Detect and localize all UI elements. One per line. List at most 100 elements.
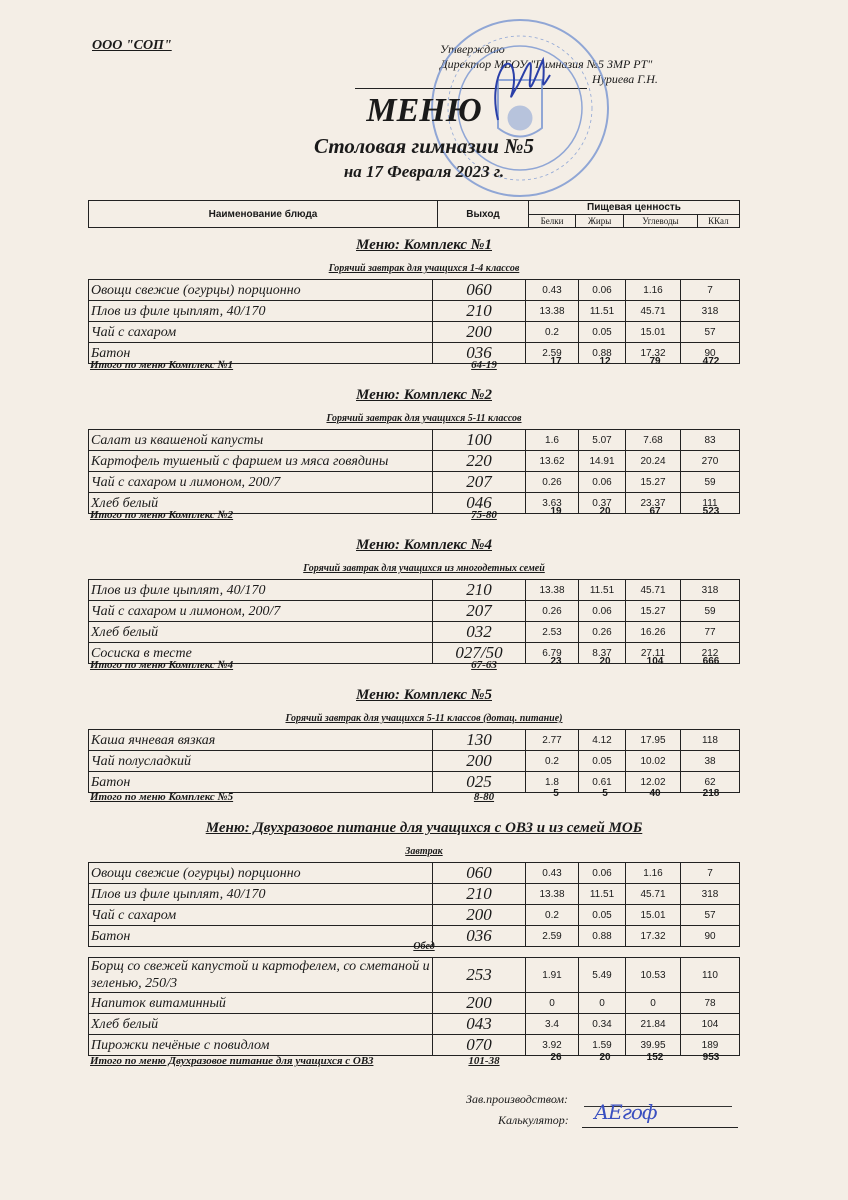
protein-value: 13.38 <box>525 300 579 322</box>
kcal-value: 90 <box>680 925 740 947</box>
kcal-value: 78 <box>680 992 740 1015</box>
total-label: Итого по меню Комплекс №4 <box>90 659 234 672</box>
signature-line <box>355 88 587 89</box>
dish-name: Овощи свежие (огурцы) порционно <box>88 862 433 884</box>
fat-value: 0.05 <box>578 321 626 343</box>
dish-output: 210 <box>432 300 526 322</box>
protein-value: 0.2 <box>525 750 579 772</box>
dish-output: 220 <box>432 450 526 472</box>
kcal-value: 59 <box>680 471 740 493</box>
protein-value: 2.53 <box>525 621 579 643</box>
group-subtitle: Горячий завтрак для учащихся 5-11 классо… <box>326 413 522 424</box>
kcal-value: 118 <box>680 729 740 751</box>
dish-name: Овощи свежие (огурцы) порционно <box>88 279 433 301</box>
table-row: Чай полусладкий 200 0.2 0.05 10.02 38 <box>88 750 740 772</box>
kcal-value: 59 <box>680 600 740 622</box>
table-row: Плов из филе цыплят, 40/170 210 13.38 11.51… <box>88 883 740 905</box>
carbs-value: 45.71 <box>625 883 681 905</box>
section-title: Меню: Комплекс №4 <box>356 537 492 553</box>
dish-output: 036 <box>432 342 526 364</box>
calculator-label: Калькулятор: <box>498 1113 569 1127</box>
dish-output: 060 <box>432 279 526 301</box>
table-row: Овощи свежие (огурцы) порционно 060 0.43 0.… <box>88 279 740 301</box>
table-row: Борщ со свежей капустой и картофелем, со… <box>88 957 740 994</box>
protein-value: 3.92 <box>525 1034 579 1057</box>
dish-output: 060 <box>432 862 526 884</box>
protein-value: 0.2 <box>525 321 579 343</box>
page-title: МЕНЮ <box>366 92 482 129</box>
carbs-value: 15.01 <box>625 321 681 343</box>
kcal-value: 62 <box>680 771 740 793</box>
total-protein: 19 <box>550 506 562 518</box>
column-kcal: ККал <box>696 214 741 228</box>
fat-value: 0.05 <box>578 904 626 926</box>
director-signature <box>494 56 551 121</box>
total-protein: 26 <box>550 1052 562 1064</box>
total-carbs: 79 <box>649 356 661 368</box>
kcal-value: 111 <box>680 492 740 514</box>
protein-value: 1.91 <box>525 957 579 994</box>
kcal-value: 83 <box>680 429 740 451</box>
protein-value: 0 <box>525 992 579 1015</box>
fat-value: 0.06 <box>578 862 626 884</box>
dish-name: Сосиска в тесте <box>88 642 433 664</box>
kcal-value: 270 <box>680 450 740 472</box>
dish-output: 207 <box>432 600 526 622</box>
group-subtitle: Горячий завтрак для учащихся 1-4 классов <box>328 263 520 274</box>
kcal-value: 7 <box>680 862 740 884</box>
group-subtitle: Обед <box>413 941 435 953</box>
dish-name: Чай с сахаром <box>88 321 433 343</box>
total-protein: 5 <box>553 787 559 799</box>
menu-table: Борщ со свежей капустой и картофелем, со… <box>88 957 740 1057</box>
table-row: Батон 036 2.59 0.88 17.32 90 <box>88 342 740 364</box>
table-row: Хлеб белый 046 3.63 0.37 23.37 111 <box>88 492 740 514</box>
protein-value: 0.2 <box>525 904 579 926</box>
table-row: Сосиска в тесте 027/50 6.79 8.37 27.11 212 <box>88 642 740 664</box>
dish-name: Плов из филе цыплят, 40/170 <box>88 883 433 905</box>
carbs-value: 1.16 <box>625 862 681 884</box>
total-output: 75-80 <box>471 509 497 522</box>
table-row: Батон 036 2.59 0.88 17.32 90 <box>88 925 740 947</box>
menu-date: на 17 Февраля 2023 г. <box>343 162 505 181</box>
total-fat: 20 <box>599 1052 611 1064</box>
carbs-value: 1.16 <box>625 279 681 301</box>
total-output: 101-38 <box>468 1055 500 1068</box>
table-row: Чай с сахаром 200 0.2 0.05 15.01 57 <box>88 904 740 926</box>
protein-value: 0.43 <box>525 279 579 301</box>
total-protein: 17 <box>550 356 562 368</box>
total-carbs: 104 <box>646 656 664 668</box>
dish-name: Напиток витаминный <box>88 992 433 1015</box>
dish-name: Плов из филе цыплят, 40/170 <box>88 579 433 601</box>
column-name: Наименование блюда <box>88 200 438 228</box>
kcal-value: 318 <box>680 300 740 322</box>
group-subtitle: Горячий завтрак для учащихся 5-11 классо… <box>285 713 563 724</box>
carbs-value: 15.27 <box>625 471 681 493</box>
dish-name: Чай полусладкий <box>88 750 433 772</box>
organization-name: ООО "СОП" <box>92 38 172 53</box>
column-carbs: Углеводы <box>623 214 698 228</box>
production-signature-line <box>584 1106 732 1107</box>
table-row: Батон 025 1.8 0.61 12.02 62 <box>88 771 740 793</box>
total-kcal: 218 <box>702 787 720 799</box>
column-output: Выход <box>437 200 529 228</box>
total-fat: 20 <box>599 506 611 518</box>
protein-value: 3.4 <box>525 1013 579 1036</box>
total-label: Итого по меню Комплекс №2 <box>90 509 234 522</box>
menu-total: Итого по меню Комплекс №1 64-19 17 12 79 472 <box>88 356 740 373</box>
protein-value: 0.43 <box>525 862 579 884</box>
dish-name: Батон <box>88 342 433 364</box>
fat-value: 11.51 <box>578 300 626 322</box>
total-carbs: 40 <box>649 787 661 799</box>
total-output: 64-19 <box>471 359 497 372</box>
table-row: Чай с сахаром и лимоном, 200/7 207 0.26 0.0… <box>88 600 740 622</box>
protein-value: 1.8 <box>525 771 579 793</box>
menu-total: Итого по меню Комплекс №2 75-80 19 20 67 523 <box>88 506 740 523</box>
table-row: Напиток витаминный 200 0 0 0 78 <box>88 992 740 1015</box>
total-fat: 5 <box>602 787 608 799</box>
dish-output: 043 <box>432 1013 526 1036</box>
table-row: Овощи свежие (огурцы) порционно 060 0.43 0.… <box>88 862 740 884</box>
carbs-value: 45.71 <box>625 579 681 601</box>
total-fat: 20 <box>599 656 611 668</box>
fat-value: 11.51 <box>578 883 626 905</box>
menu-table: Плов из филе цыплят, 40/170 210 13.38 11.51… <box>88 579 740 664</box>
